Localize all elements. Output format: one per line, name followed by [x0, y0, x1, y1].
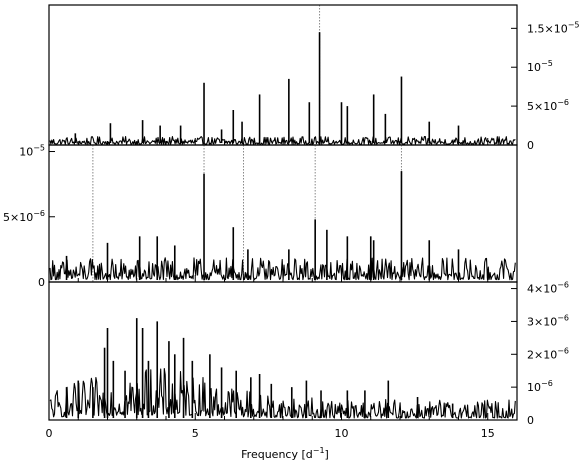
- x-axis-ticks: 0 5 10 15: [46, 427, 495, 440]
- panel-top-frame: [48, 4, 518, 146]
- panel-top-ytick-label-0: 0: [527, 139, 534, 152]
- panel-bottom-spectrum: [49, 368, 516, 419]
- panel-top-ytick-label-2: 10−5: [527, 59, 553, 74]
- x-tick-label-3: 15: [481, 427, 495, 440]
- panel-bottom-ytick-label-3: 3×10−6: [527, 313, 569, 328]
- panel-top-ytick-label-1: 5×10−6: [527, 98, 569, 113]
- panel-middle-ytick-label-0: 0: [38, 276, 45, 289]
- panel-top-ytick-label-3: 1.5×10−5: [527, 20, 580, 35]
- x-tick-label-2: 10: [335, 427, 349, 440]
- panel-middle-spectrum: [49, 257, 516, 281]
- panels-layer: 0 5×10−6 10−5 1.5×10−5 0 5×10−6 10−5 0 10−6 2×10−…: [3, 4, 580, 427]
- panel-bottom-ytick-label-0: 0: [527, 414, 534, 427]
- x-tick-label-1: 5: [192, 427, 199, 440]
- panel-middle-ytick-label-2: 10−5: [19, 144, 45, 159]
- x-axis-title-exponent: −1: [313, 446, 325, 455]
- panel-middle: 0 5×10−6 10−5: [3, 144, 518, 289]
- x-axis-title: Frequency [d−1]: [241, 446, 329, 461]
- panel-middle-ytick-label-1: 5×10−6: [3, 209, 45, 224]
- panel-bottom-ytick-label-1: 10−6: [527, 379, 553, 394]
- panel-top: 0 5×10−6 10−5 1.5×10−5: [48, 4, 580, 152]
- panel-bottom-ytick-label-2: 2×10−6: [527, 346, 569, 361]
- panel-bottom: 0 10−6 2×10−6 3×10−6 4×10−6: [48, 281, 569, 427]
- x-tick-label-0: 0: [46, 427, 53, 440]
- x-axis-title-close: ]: [325, 448, 329, 461]
- panel-bottom-frame: [48, 281, 518, 421]
- x-axis-title-text: Frequency [d: [241, 448, 313, 461]
- panel-bottom-ytick-label-4: 4×10−6: [527, 281, 569, 296]
- panel-top-spectrum: [49, 136, 516, 145]
